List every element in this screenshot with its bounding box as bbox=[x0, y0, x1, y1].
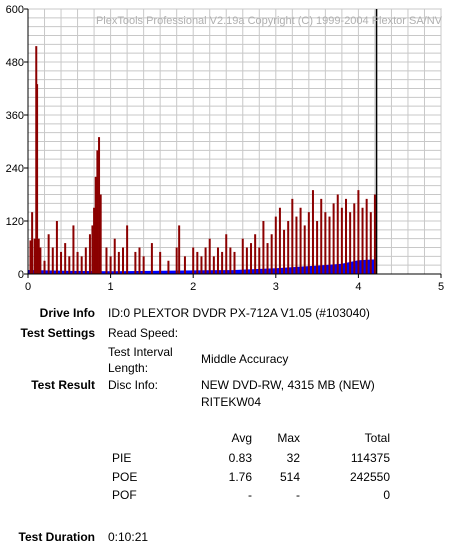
read-speed-label: Read Speed: bbox=[108, 326, 179, 340]
interval-label-line1: Test Interval bbox=[108, 345, 173, 359]
row-poe-name: POE bbox=[112, 470, 138, 484]
y-tick-label: 120 bbox=[6, 216, 24, 228]
header-total: Total bbox=[364, 431, 390, 445]
y-tick-label: 600 bbox=[6, 4, 24, 16]
disc-info-label: Disc Info: bbox=[108, 378, 159, 392]
row-poe-avg: 1.76 bbox=[228, 470, 252, 484]
interval-value: Middle Accuracy bbox=[201, 352, 289, 366]
x-tick-label: 2 bbox=[190, 281, 196, 293]
x-tick-label: 4 bbox=[355, 281, 361, 293]
chart-title: PlexTools Professional V2.19a Copyright … bbox=[96, 15, 443, 27]
disc-info-line2: RITEKW04 bbox=[201, 395, 262, 409]
row-pie-max: 32 bbox=[286, 451, 300, 465]
test-settings-label: Test Settings bbox=[20, 326, 95, 340]
x-tick-label: 0 bbox=[25, 281, 31, 293]
interval-label-line2: Length: bbox=[108, 361, 149, 375]
test-result-label: Test Result bbox=[31, 378, 95, 392]
y-tick-label: 360 bbox=[6, 110, 24, 122]
drive-info-label: Drive Info bbox=[39, 306, 95, 320]
row-pof-max: - bbox=[296, 488, 300, 502]
y-tick-label: 480 bbox=[6, 57, 24, 69]
row-pie-name: PIE bbox=[112, 451, 132, 465]
poe-series bbox=[29, 46, 376, 274]
row-pie-avg: 0.83 bbox=[228, 451, 252, 465]
y-tick-label: 0 bbox=[18, 269, 24, 281]
drive-info-value: ID:0 PLEXTOR DVDR PX-712A V1.05 (#103040… bbox=[108, 306, 370, 320]
row-poe-max: 514 bbox=[279, 470, 300, 484]
x-tick-label: 5 bbox=[438, 281, 444, 293]
row-pof-total: 0 bbox=[383, 488, 390, 502]
header-max: Max bbox=[277, 431, 300, 445]
y-tick-label: 240 bbox=[6, 163, 24, 175]
x-tick-label: 1 bbox=[108, 281, 114, 293]
error-rate-chart: 0 120 240 360 480 600 0 1 2 3 4 5 PlexTools Profess… bbox=[6, 4, 444, 293]
disc-info-line1: NEW DVD-RW, 4315 MB (NEW) bbox=[201, 378, 375, 392]
test-duration-value: 0:10:21 bbox=[108, 530, 149, 544]
row-pof-avg: - bbox=[248, 488, 252, 502]
chart-ticks: 0 120 240 360 480 600 0 1 2 3 4 5 bbox=[6, 4, 444, 293]
row-pie-total: 114375 bbox=[350, 451, 390, 465]
row-poe-total: 242550 bbox=[349, 470, 390, 484]
row-pof-name: POF bbox=[112, 488, 137, 502]
header-avg: Avg bbox=[231, 431, 252, 445]
test-duration-label: Test Duration bbox=[18, 530, 95, 544]
x-tick-label: 3 bbox=[273, 281, 279, 293]
